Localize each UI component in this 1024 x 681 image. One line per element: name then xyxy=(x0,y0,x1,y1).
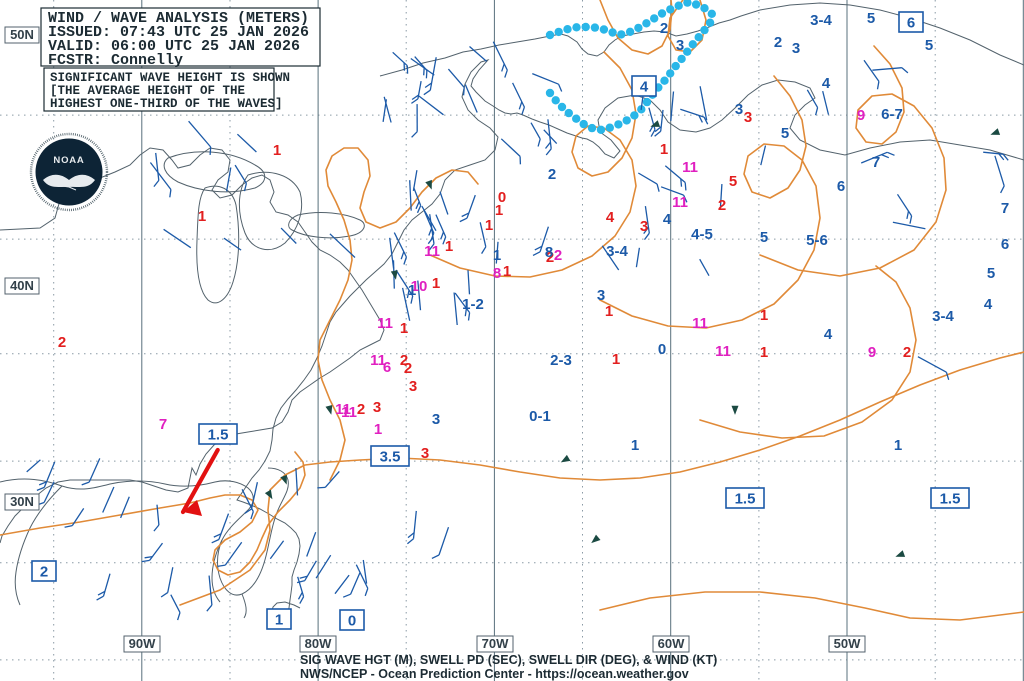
svg-text:5: 5 xyxy=(760,229,768,246)
svg-text:9: 9 xyxy=(857,107,865,124)
svg-text:11: 11 xyxy=(682,159,698,176)
svg-text:1: 1 xyxy=(408,282,416,299)
svg-text:7: 7 xyxy=(159,416,167,433)
svg-text:1: 1 xyxy=(374,421,382,438)
svg-text:1: 1 xyxy=(605,303,613,320)
svg-text:3.5: 3.5 xyxy=(380,449,401,466)
svg-text:70W: 70W xyxy=(482,636,509,651)
svg-text:1.5: 1.5 xyxy=(940,491,961,508)
svg-text:5: 5 xyxy=(867,10,875,27)
svg-text:1: 1 xyxy=(493,247,501,264)
svg-text:5: 5 xyxy=(987,265,995,282)
svg-text:6: 6 xyxy=(837,178,845,195)
svg-text:1-2: 1-2 xyxy=(462,296,484,313)
svg-text:1: 1 xyxy=(760,344,768,361)
svg-text:2: 2 xyxy=(774,34,782,51)
svg-text:4: 4 xyxy=(824,326,833,343)
svg-text:2: 2 xyxy=(718,197,726,214)
svg-text:1: 1 xyxy=(495,202,503,219)
svg-text:8: 8 xyxy=(493,265,501,282)
svg-text:2: 2 xyxy=(404,360,412,377)
svg-text:1: 1 xyxy=(273,142,281,159)
svg-text:NWS/NCEP - Ocean Prediction Ce: NWS/NCEP - Ocean Prediction Center - htt… xyxy=(300,667,689,681)
svg-text:11: 11 xyxy=(715,343,731,360)
svg-text:0: 0 xyxy=(348,613,356,630)
svg-text:3: 3 xyxy=(597,287,605,304)
svg-text:7: 7 xyxy=(1001,200,1009,217)
svg-text:6-7: 6-7 xyxy=(881,106,903,123)
svg-text:4: 4 xyxy=(984,296,993,313)
svg-text:2-3: 2-3 xyxy=(550,352,572,369)
svg-text:4-5: 4-5 xyxy=(691,226,713,243)
svg-text:1: 1 xyxy=(400,320,408,337)
svg-text:1.5: 1.5 xyxy=(208,427,229,444)
svg-text:3: 3 xyxy=(792,40,800,57)
svg-text:3-4: 3-4 xyxy=(932,308,954,325)
svg-text:1: 1 xyxy=(760,307,768,324)
svg-text:1: 1 xyxy=(503,263,511,280)
svg-text:2: 2 xyxy=(548,166,556,183)
svg-text:2: 2 xyxy=(40,564,48,581)
svg-text:3: 3 xyxy=(421,445,429,462)
svg-text:11: 11 xyxy=(672,194,688,211)
svg-text:1: 1 xyxy=(631,437,639,454)
svg-text:3: 3 xyxy=(409,378,417,395)
svg-text:50N: 50N xyxy=(10,27,34,42)
svg-text:11: 11 xyxy=(424,243,440,260)
svg-text:HIGHEST ONE-THIRD OF THE WAVES: HIGHEST ONE-THIRD OF THE WAVES] xyxy=(50,97,283,111)
svg-text:1: 1 xyxy=(612,351,620,368)
svg-text:11: 11 xyxy=(692,315,708,332)
svg-text:2: 2 xyxy=(357,401,365,418)
svg-text:SIG WAVE HGT (M), SWELL PD (SE: SIG WAVE HGT (M), SWELL PD (SEC), SWELL … xyxy=(300,653,717,667)
svg-text:9: 9 xyxy=(868,344,876,361)
svg-text:[THE AVERAGE HEIGHT OF THE: [THE AVERAGE HEIGHT OF THE xyxy=(50,84,245,98)
svg-text:5-6: 5-6 xyxy=(806,232,828,249)
svg-text:3: 3 xyxy=(735,101,743,118)
svg-text:5: 5 xyxy=(925,37,933,54)
svg-text:3: 3 xyxy=(432,411,440,428)
svg-text:4: 4 xyxy=(663,211,672,228)
svg-text:4: 4 xyxy=(822,75,831,92)
svg-text:11: 11 xyxy=(341,404,357,421)
svg-text:0: 0 xyxy=(658,341,666,358)
svg-text:4: 4 xyxy=(640,79,649,96)
svg-text:11: 11 xyxy=(377,315,393,332)
svg-text:3: 3 xyxy=(373,399,381,416)
svg-text:1: 1 xyxy=(432,275,440,292)
svg-text:60W: 60W xyxy=(658,636,685,651)
svg-text:5: 5 xyxy=(781,125,789,142)
svg-text:1.5: 1.5 xyxy=(735,491,756,508)
svg-text:FCSTR: Connelly: FCSTR: Connelly xyxy=(48,52,183,69)
svg-text:3: 3 xyxy=(744,109,752,126)
svg-text:1: 1 xyxy=(198,208,206,225)
svg-text:0-1: 0-1 xyxy=(529,408,551,425)
svg-text:1: 1 xyxy=(445,238,453,255)
svg-text:3: 3 xyxy=(676,37,684,54)
svg-text:1: 1 xyxy=(275,612,283,629)
svg-text:30N: 30N xyxy=(10,494,34,509)
svg-text:2: 2 xyxy=(58,334,66,351)
svg-text:3-4: 3-4 xyxy=(810,12,832,29)
svg-text:40N: 40N xyxy=(10,278,34,293)
svg-text:3-4: 3-4 xyxy=(606,243,628,260)
svg-text:3: 3 xyxy=(640,218,648,235)
svg-text:5: 5 xyxy=(729,173,737,190)
svg-text:50W: 50W xyxy=(834,636,861,651)
svg-text:1: 1 xyxy=(660,141,668,158)
svg-text:NOAA: NOAA xyxy=(53,155,84,166)
svg-text:80W: 80W xyxy=(305,636,332,651)
svg-text:1: 1 xyxy=(485,217,493,234)
svg-text:8: 8 xyxy=(545,244,553,261)
svg-text:2: 2 xyxy=(554,247,562,264)
svg-text:6: 6 xyxy=(907,15,915,32)
svg-text:SIGNIFICANT WAVE HEIGHT IS SHO: SIGNIFICANT WAVE HEIGHT IS SHOWN xyxy=(50,71,290,85)
svg-text:90W: 90W xyxy=(129,636,156,651)
svg-text:7: 7 xyxy=(872,154,880,171)
svg-text:2: 2 xyxy=(903,344,911,361)
svg-text:4: 4 xyxy=(606,209,615,226)
svg-text:2: 2 xyxy=(660,20,668,37)
svg-text:6: 6 xyxy=(383,359,391,376)
svg-text:1: 1 xyxy=(894,437,902,454)
svg-text:6: 6 xyxy=(1001,236,1009,253)
